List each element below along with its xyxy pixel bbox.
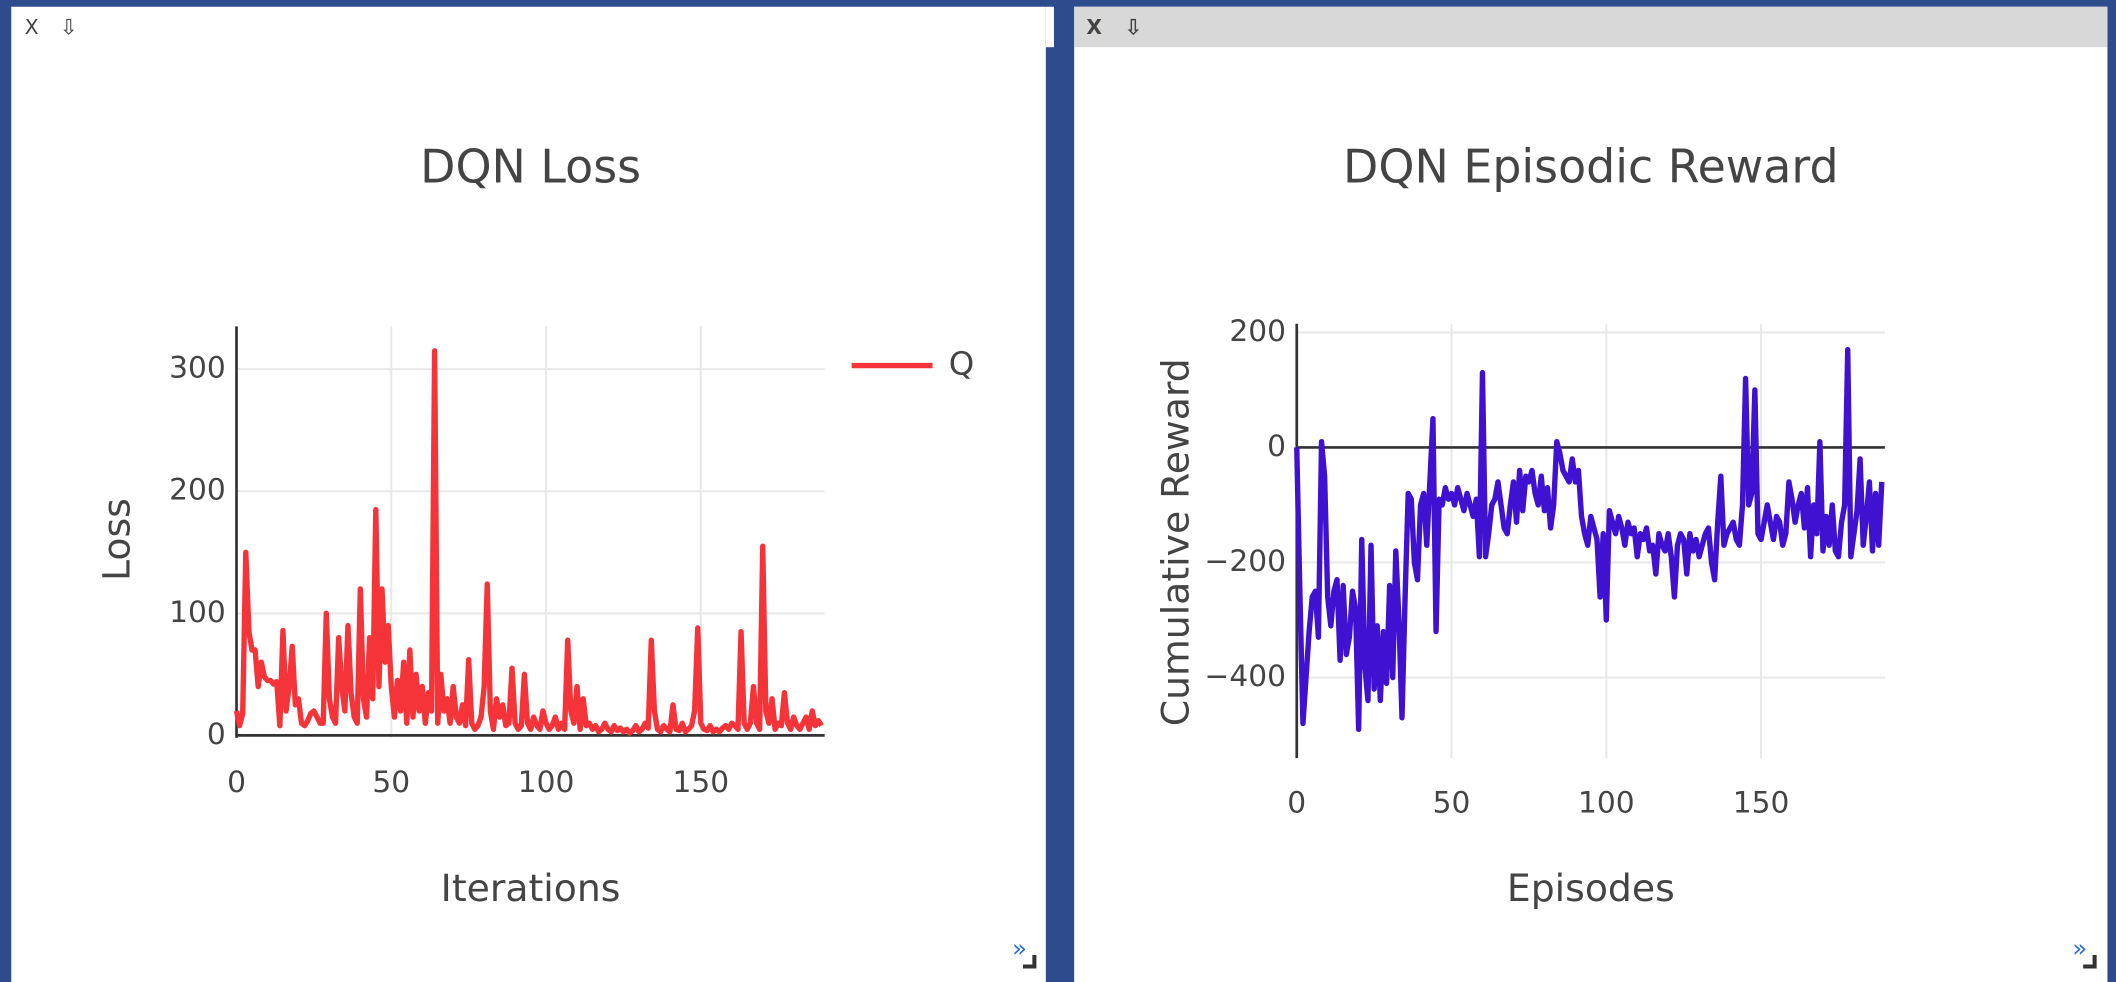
y-axis-label: Loss [95,498,139,581]
close-button[interactable]: X [1086,15,1102,39]
y-tick-label: −200 [1204,543,1285,578]
expand-button[interactable]: » [2072,934,2087,963]
data-line [1294,346,1885,733]
right-pane [1074,6,2108,982]
resize-handle[interactable] [2083,955,2097,969]
right-pane-header [1074,6,2108,48]
y-tick-label: 100 [169,594,226,629]
x-axis-label: Episodes [1507,866,1675,910]
y-tick-label: 200 [1229,313,1286,348]
y-axis-label: Cumulative Reward [1154,358,1198,726]
left-pane-edge [1045,6,1054,48]
close-button[interactable]: X [25,15,39,39]
y-tick-label: −400 [1204,658,1285,693]
x-tick-label: 0 [1287,784,1306,819]
x-tick-label: 50 [1433,784,1471,819]
resize-handle[interactable] [1022,955,1037,969]
y-tick-label: 200 [169,472,226,507]
legend-label: Q [949,345,974,383]
x-axis-label: Iterations [441,866,621,910]
y-tick-label: 300 [169,350,226,385]
y-tick-label: 0 [1267,428,1286,463]
x-tick-label: 150 [673,764,730,799]
chart-title: DQN Loss [420,139,641,193]
y-tick-label: 0 [207,716,226,751]
chart-title: DQN Episodic Reward [1343,139,1839,193]
download-button[interactable]: ⇩ [1124,15,1142,40]
x-tick-label: 100 [1578,784,1635,819]
left-pane [11,6,1046,982]
download-button[interactable]: ⇩ [60,15,78,40]
x-tick-label: 0 [227,764,246,799]
x-tick-label: 150 [1733,784,1790,819]
x-tick-label: 50 [372,764,410,799]
x-tick-label: 100 [518,764,575,799]
data-line [233,348,824,736]
expand-button[interactable]: » [1012,934,1027,963]
